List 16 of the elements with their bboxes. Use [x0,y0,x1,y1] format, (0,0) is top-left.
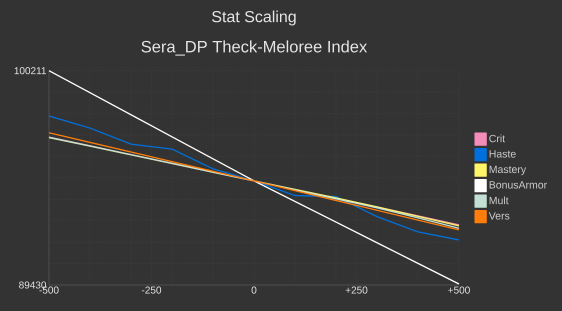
x-tick-label: -500 [39,286,59,294]
legend-label: Mult [490,196,509,204]
legend-label: Crit [489,134,506,142]
x-tick-label: +250 [346,286,368,294]
x-tick-label: 0 [252,286,256,294]
x-tick-label: -250 [142,286,162,294]
line-series [48,115,460,241]
legend-label: Haste [490,150,516,158]
legend-label: Vers [488,212,510,220]
y-tick-label: 89430 [19,281,46,289]
chart-subtitle: Sera_DP Theck-Meloree Index [141,40,368,56]
x-tick-label: +500 [448,286,470,294]
y-tick-label: 100211 [14,67,46,74]
chart-title: Stat Scaling [212,10,296,26]
legend-label: BonusArmor [490,181,547,189]
legend-label: Mastery [490,166,526,176]
